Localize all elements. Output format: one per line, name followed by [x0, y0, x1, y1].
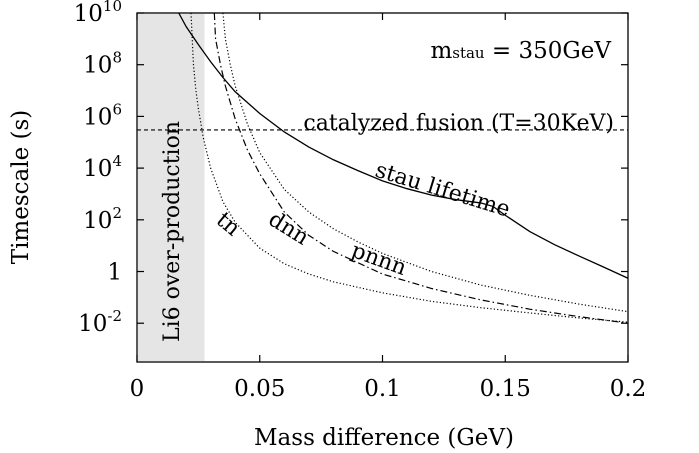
stau-lifetime-label: stau lifetime	[372, 158, 513, 223]
plot-frame	[136, 12, 629, 363]
y-tick-label: 10-2	[78, 307, 122, 337]
x-tick-label: 0.2	[610, 376, 647, 402]
x-tick-label: 0	[130, 376, 145, 402]
x-tick-label: 0.1	[364, 376, 401, 402]
y-axis-title: Timescale (s)	[8, 110, 34, 265]
x-axis-title: Mass difference (GeV)	[254, 425, 514, 451]
dnn-curve	[213, 13, 628, 324]
li6-overproduction-region	[138, 14, 205, 361]
y-tick-label: 1010	[74, 0, 122, 27]
x-tick-label: 0.15	[480, 376, 531, 402]
stau-mass-annotation: mstau = 350GeV	[430, 38, 611, 64]
y-tick-label: 104	[83, 152, 122, 182]
tn-curve	[190, 13, 628, 323]
li6-region-label: Li6 over-production	[160, 121, 185, 342]
tn-label: tn	[211, 207, 245, 241]
y-tick-label: 1	[107, 260, 122, 286]
pnnn-label: pnnn	[348, 238, 410, 281]
stau-lifetime-curve	[178, 13, 628, 279]
x-tick-label: 0.05	[234, 376, 285, 402]
y-tick-label: 102	[83, 204, 122, 234]
dnn-label: dnn	[264, 207, 313, 251]
catalyzed-fusion-label: catalyzed fusion (T=30KeV)	[303, 111, 614, 136]
y-tick-label: 108	[83, 49, 122, 79]
y-tick-label: 106	[83, 100, 122, 130]
pnnn-curve	[222, 13, 628, 313]
